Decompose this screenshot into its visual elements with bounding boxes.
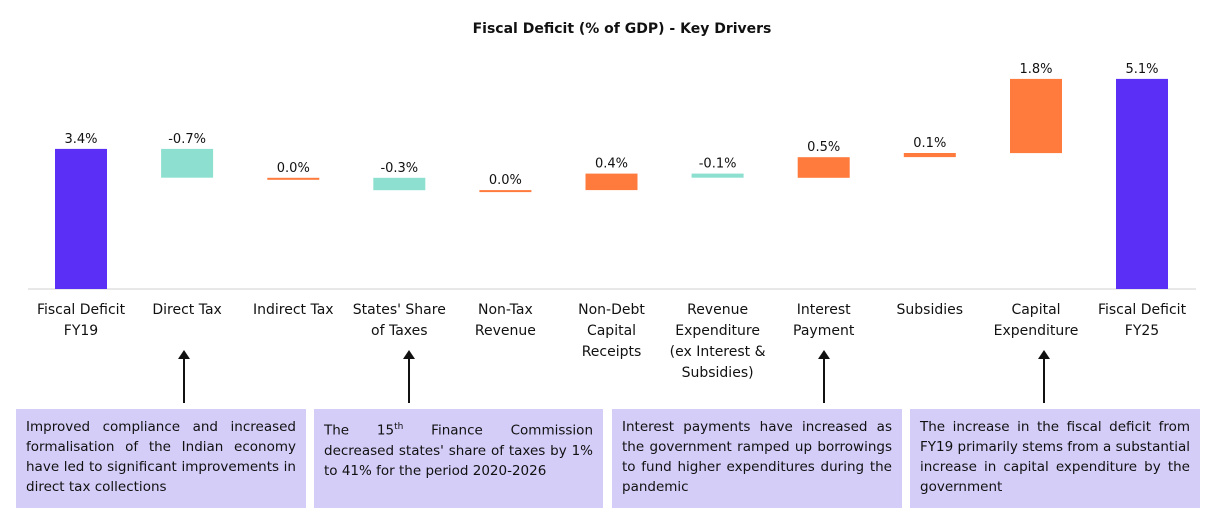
annotation-direct-tax: Improved compliance and increased formal… bbox=[16, 409, 306, 508]
data-label: 3.4% bbox=[64, 132, 97, 147]
annotation-interest-payment: Interest payments have increased as the … bbox=[612, 409, 902, 508]
bar bbox=[55, 148, 107, 289]
data-label: 0.5% bbox=[807, 140, 840, 155]
category-label: Revenue Expenditure (ex Interest & Subsi… bbox=[669, 302, 766, 381]
category-label: Interest Payment bbox=[793, 302, 855, 339]
data-label: -0.7% bbox=[168, 132, 206, 147]
category-label: Non-Debt Capital Receipts bbox=[578, 302, 645, 360]
bar bbox=[373, 177, 426, 191]
data-label: 0.0% bbox=[277, 161, 310, 176]
bar bbox=[267, 177, 320, 180]
data-label: 1.8% bbox=[1019, 62, 1052, 77]
waterfall-chart: Fiscal Deficit (% of GDP) - Key Drivers … bbox=[28, 21, 1196, 290]
annotation-text: The increase in the fiscal deficit from … bbox=[920, 419, 1190, 495]
bar bbox=[585, 173, 638, 191]
arrow-up-icon bbox=[1038, 350, 1050, 403]
bar bbox=[903, 153, 956, 158]
annotation-text: Improved compliance and increased formal… bbox=[26, 419, 296, 495]
bar bbox=[797, 157, 850, 178]
annotation-text-start: The 15 bbox=[324, 422, 395, 439]
category-label: Fiscal Deficit FY19 bbox=[36, 302, 126, 339]
data-label: 0.0% bbox=[489, 173, 522, 188]
data-label: -0.1% bbox=[699, 157, 737, 172]
annotation-superscript: th bbox=[394, 422, 404, 432]
data-label: 0.4% bbox=[595, 157, 628, 172]
bar-group bbox=[55, 78, 1168, 290]
arrow-up-icon bbox=[818, 350, 830, 403]
category-label: States' Share of Taxes bbox=[352, 302, 446, 339]
category-label: Subsidies bbox=[896, 302, 964, 318]
value-label-group: 3.4% -0.7% 0.0% -0.3% 0.0% 0.4% -0.1% 0.5% 0.1% 1… bbox=[64, 62, 1158, 188]
category-label: Non-Tax Revenue bbox=[474, 302, 536, 339]
data-label: 5.1% bbox=[1125, 62, 1158, 77]
data-label: -0.3% bbox=[380, 161, 418, 176]
category-label: Direct Tax bbox=[152, 302, 222, 318]
category-label: Indirect Tax bbox=[253, 302, 334, 318]
annotation-states-share: The 15th Finance Commission decreased st… bbox=[314, 409, 603, 508]
category-label: Capital Expenditure bbox=[993, 302, 1079, 339]
arrow-up-icon bbox=[403, 350, 415, 403]
arrow-up-icon bbox=[178, 350, 190, 403]
category-label: Fiscal Deficit FY25 bbox=[1097, 302, 1187, 339]
annotation-capital-expenditure: The increase in the fiscal deficit from … bbox=[910, 409, 1200, 508]
bar bbox=[161, 148, 214, 178]
bar bbox=[1116, 78, 1168, 290]
annotation-text: Interest payments have increased as the … bbox=[622, 419, 892, 495]
bar bbox=[691, 173, 744, 178]
annotation-text-end: Finance Commission decreased states' sha… bbox=[324, 422, 593, 479]
bar bbox=[479, 190, 532, 193]
chart-title: Fiscal Deficit (% of GDP) - Key Drivers bbox=[473, 21, 772, 37]
bar bbox=[1010, 78, 1062, 154]
data-label: 0.1% bbox=[913, 136, 946, 151]
